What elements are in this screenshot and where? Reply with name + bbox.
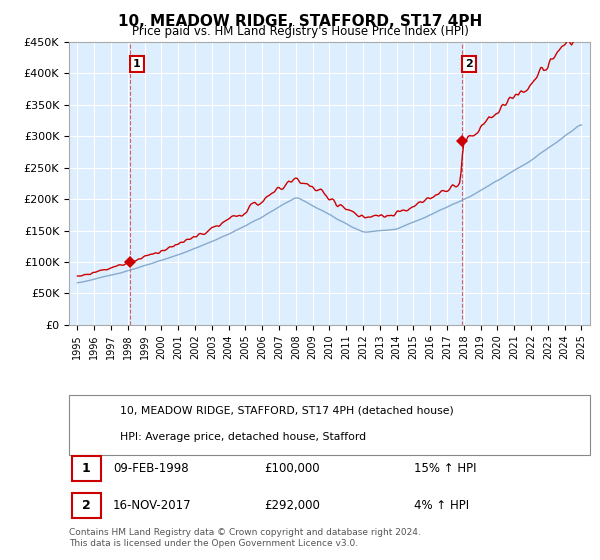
Text: Price paid vs. HM Land Registry's House Price Index (HPI): Price paid vs. HM Land Registry's House … (131, 25, 469, 38)
Text: HPI: Average price, detached house, Stafford: HPI: Average price, detached house, Staf… (120, 432, 366, 442)
Text: £292,000: £292,000 (264, 498, 320, 512)
Text: 15% ↑ HPI: 15% ↑ HPI (414, 462, 476, 475)
Text: Contains HM Land Registry data © Crown copyright and database right 2024.
This d: Contains HM Land Registry data © Crown c… (69, 528, 421, 548)
Text: £100,000: £100,000 (264, 462, 320, 475)
Text: 10, MEADOW RIDGE, STAFFORD, ST17 4PH (detached house): 10, MEADOW RIDGE, STAFFORD, ST17 4PH (de… (120, 405, 454, 416)
Text: 2: 2 (82, 498, 91, 512)
Text: 4% ↑ HPI: 4% ↑ HPI (414, 498, 469, 512)
Text: 10, MEADOW RIDGE, STAFFORD, ST17 4PH: 10, MEADOW RIDGE, STAFFORD, ST17 4PH (118, 14, 482, 29)
Text: 2: 2 (465, 59, 473, 69)
Text: 16-NOV-2017: 16-NOV-2017 (113, 498, 191, 512)
Text: 09-FEB-1998: 09-FEB-1998 (113, 462, 188, 475)
Text: 1: 1 (133, 59, 141, 69)
Text: 1: 1 (82, 462, 91, 475)
